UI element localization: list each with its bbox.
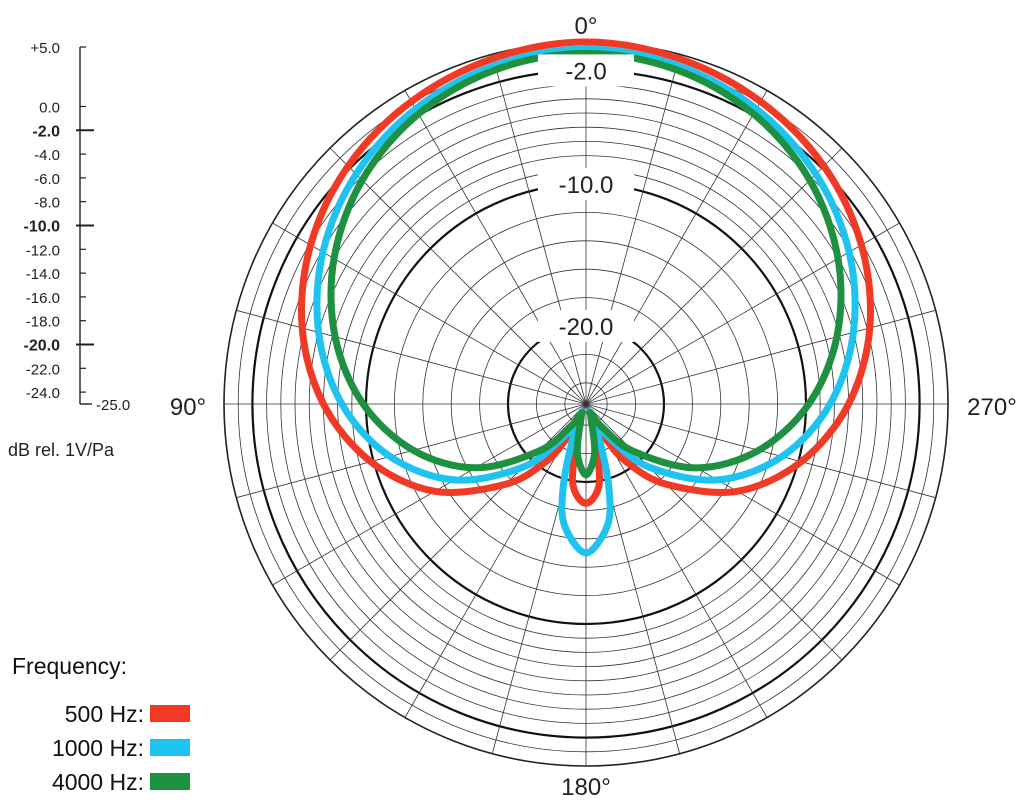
grid-spoke bbox=[236, 309, 587, 405]
scale-tick-label: -10.0 bbox=[24, 219, 61, 236]
series-line-0 bbox=[297, 38, 875, 507]
scale-tick-label: -4.0 bbox=[34, 147, 60, 164]
series-layer bbox=[297, 38, 875, 557]
scale-tick-label: +5.0 bbox=[30, 40, 60, 57]
grid-spoke bbox=[585, 90, 768, 405]
scale-tick-label: -22.0 bbox=[26, 361, 60, 378]
scale-tick-label: -25.0 bbox=[96, 397, 130, 414]
db-scale: +5.0 0.0 -2.0 -4.0 -6.0 -8.0 -10.0 -12.0 -14.0 -1… bbox=[8, 40, 130, 460]
grid-spoke bbox=[585, 309, 936, 405]
angle-label-90: 90° bbox=[170, 394, 206, 421]
legend-swatch-2 bbox=[150, 773, 190, 790]
legend-swatch-1 bbox=[150, 739, 190, 756]
grid-spoke bbox=[404, 90, 587, 405]
scale-tick-label: 0.0 bbox=[39, 100, 60, 117]
angle-label-270: 270° bbox=[967, 394, 1017, 421]
scale-unit-label: dB rel. 1V/Pa bbox=[8, 440, 115, 460]
legend-swatch-0 bbox=[150, 705, 190, 722]
scale-tick-label: -6.0 bbox=[34, 171, 60, 188]
polar-grid bbox=[223, 41, 949, 767]
legend-label-1: 1000 Hz: bbox=[52, 735, 144, 761]
scale-tick-label: -24.0 bbox=[26, 385, 60, 402]
ring-label-bg bbox=[538, 310, 634, 342]
ring-label: -10.0 bbox=[559, 172, 614, 199]
grid-spoke bbox=[585, 403, 900, 586]
angle-label-180: 180° bbox=[561, 774, 611, 800]
ring-label: -20.0 bbox=[559, 314, 614, 341]
series-line-2 bbox=[327, 49, 845, 479]
ring-label-bg bbox=[538, 54, 634, 87]
grid-spoke bbox=[491, 54, 587, 405]
scale-tick-label: -8.0 bbox=[34, 195, 60, 212]
legend-title: Frequency: bbox=[12, 653, 127, 679]
scale-tick-label: -16.0 bbox=[26, 290, 60, 307]
grid-spoke bbox=[329, 147, 587, 405]
scale-tick-label: -2.0 bbox=[32, 123, 60, 140]
label-layer: 0° 90° 180° 270° -2.0 -10.0 -20.0 bbox=[170, 13, 1017, 800]
ring-label: -2.0 bbox=[565, 58, 606, 85]
ring-label-bg bbox=[538, 168, 634, 200]
scale-tick-label: -12.0 bbox=[26, 242, 60, 259]
series-line-1 bbox=[313, 45, 859, 557]
grid-spoke bbox=[585, 147, 843, 405]
scale-tick-label: -14.0 bbox=[26, 266, 60, 283]
grid-spoke bbox=[585, 54, 681, 405]
legend-label-0: 500 Hz: bbox=[65, 701, 144, 727]
legend-label-2: 4000 Hz: bbox=[52, 769, 144, 795]
scale-tick-label: -20.0 bbox=[24, 338, 61, 355]
angle-label-0: 0° bbox=[575, 13, 598, 40]
scale-tick-label: -18.0 bbox=[26, 314, 60, 331]
legend: Frequency: 500 Hz: 1000 Hz: 4000 Hz: bbox=[12, 653, 190, 795]
grid-spoke bbox=[272, 403, 587, 586]
